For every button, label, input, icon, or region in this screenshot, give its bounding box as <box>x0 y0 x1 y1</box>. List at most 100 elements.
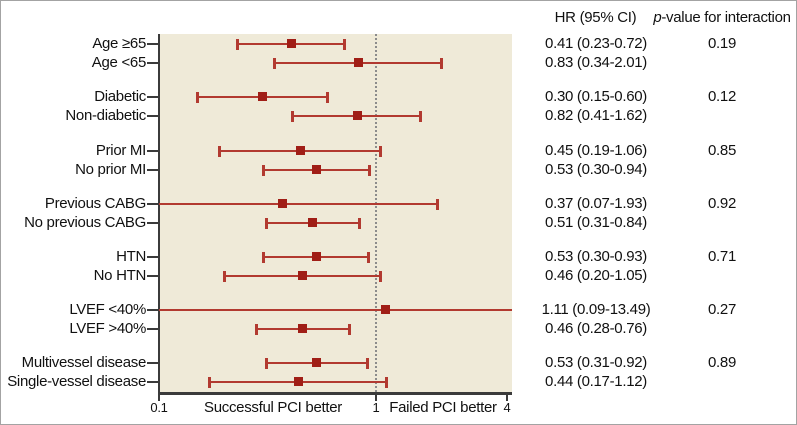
ci-cap-left <box>208 377 211 388</box>
hr-ci-value: 0.53 (0.30-0.94) <box>545 161 647 178</box>
row-label: LVEF >40% <box>69 320 146 337</box>
ci-cap-right <box>343 39 346 50</box>
row-label: No prior MI <box>75 161 146 178</box>
hr-point-marker <box>308 218 317 227</box>
hr-ci-value: 0.83 (0.34-2.01) <box>545 54 647 71</box>
row-label: LVEF <40% <box>69 301 146 318</box>
p-interaction-value: 0.19 <box>708 35 736 52</box>
row-label-tick <box>147 169 158 171</box>
row-label: Multivessel disease <box>21 354 147 371</box>
p-column-header: p-value for interaction <box>646 9 796 27</box>
hr-ci-value: 0.82 (0.41-1.62) <box>545 107 647 124</box>
row-label: Previous CABG <box>44 195 146 212</box>
hr-ci-value: 0.41 (0.23-0.72) <box>545 35 647 52</box>
row-label: Prior MI <box>95 142 146 159</box>
ci-line <box>159 203 438 205</box>
ci-cap-right <box>348 324 351 335</box>
p-interaction-value: 0.89 <box>708 354 736 371</box>
row-label: HTN <box>116 248 146 265</box>
hr-point-marker <box>312 252 321 261</box>
row-label: Diabetic <box>94 88 146 105</box>
ci-cap-right <box>440 58 443 69</box>
hr-point-marker <box>294 377 303 386</box>
hr-point-marker <box>296 146 305 155</box>
ci-cap-left <box>262 165 265 176</box>
p-column-header-italic-p: p <box>653 9 662 26</box>
ci-cap-left <box>273 58 276 69</box>
reference-line <box>375 34 377 392</box>
row-label: No previous CABG <box>24 214 146 231</box>
hr-ci-value: 0.46 (0.28-0.76) <box>545 320 647 337</box>
ci-cap-right <box>367 252 370 263</box>
hr-column-header: HR (95% CI) <box>554 9 637 26</box>
plot-area <box>160 34 512 392</box>
hr-ci-value: 0.45 (0.19-1.06) <box>545 142 647 159</box>
hr-point-marker <box>278 199 287 208</box>
row-label-tick <box>147 43 158 45</box>
row-label-tick <box>147 115 158 117</box>
hr-point-marker <box>312 358 321 367</box>
ci-cap-right <box>436 199 439 210</box>
ci-cap-right <box>379 271 382 282</box>
hr-point-marker <box>312 165 321 174</box>
x-axis-line <box>158 392 512 395</box>
hr-point-marker <box>298 324 307 333</box>
ci-cap-left <box>196 92 199 103</box>
ci-cap-right <box>358 218 361 229</box>
x-axis-tick-label: 4 <box>503 400 511 415</box>
hr-ci-value: 0.53 (0.30-0.93) <box>545 248 647 265</box>
x-axis-tick-label: 1 <box>372 400 380 415</box>
row-label-tick <box>147 275 158 277</box>
row-label-tick <box>147 96 158 98</box>
hr-ci-value: 0.53 (0.31-0.92) <box>545 354 647 371</box>
hr-ci-value: 0.44 (0.17-1.12) <box>545 373 647 390</box>
hr-ci-value: 0.46 (0.20-1.05) <box>545 267 647 284</box>
row-label: Single-vessel disease <box>7 373 146 390</box>
p-interaction-value: 0.92 <box>708 195 736 212</box>
ci-cap-left <box>218 146 221 157</box>
x-axis-tick <box>506 395 508 401</box>
row-label: Age ≥65 <box>92 35 146 52</box>
ci-cap-left <box>255 324 258 335</box>
x-axis-tick-label: 0.1 <box>150 400 168 415</box>
x-axis-label-right: Failed PCI better <box>389 399 497 416</box>
y-axis-line <box>158 34 160 392</box>
row-label-tick <box>147 256 158 258</box>
ci-cap-left <box>223 271 226 282</box>
p-column-header-rest: -value for interaction <box>661 9 791 26</box>
hr-ci-value: 0.30 (0.15-0.60) <box>545 88 647 105</box>
hr-point-marker <box>354 58 363 67</box>
ci-cap-right <box>366 358 369 369</box>
p-interaction-value: 0.27 <box>708 301 736 318</box>
hr-ci-value: 0.37 (0.07-1.93) <box>545 195 647 212</box>
row-label-tick <box>147 150 158 152</box>
x-axis-label-left: Successful PCI better <box>204 399 342 416</box>
x-axis-tick <box>375 395 377 401</box>
row-label-tick <box>147 309 158 311</box>
ci-cap-right <box>379 146 382 157</box>
row-label-tick <box>147 362 158 364</box>
hr-point-marker <box>287 39 296 48</box>
x-axis-tick <box>158 395 160 401</box>
ci-cap-left <box>262 252 265 263</box>
row-label: Non-diabetic <box>65 107 146 124</box>
row-label-tick <box>147 62 158 64</box>
hr-point-marker <box>258 92 267 101</box>
row-label-tick <box>147 222 158 224</box>
ci-cap-left <box>236 39 239 50</box>
hr-ci-value: 0.51 (0.31-0.84) <box>545 214 647 231</box>
row-label-tick <box>147 203 158 205</box>
row-label-tick <box>147 381 158 383</box>
ci-cap-right <box>385 377 388 388</box>
hr-point-marker <box>381 305 390 314</box>
hr-point-marker <box>298 271 307 280</box>
ci-cap-left <box>291 111 294 122</box>
row-label: Age <65 <box>91 54 147 71</box>
p-interaction-value: 0.71 <box>708 248 736 265</box>
ci-cap-left <box>265 218 268 229</box>
ci-cap-right <box>419 111 422 122</box>
ci-cap-right <box>368 165 371 176</box>
row-label-tick <box>147 328 158 330</box>
hr-point-marker <box>353 111 362 120</box>
